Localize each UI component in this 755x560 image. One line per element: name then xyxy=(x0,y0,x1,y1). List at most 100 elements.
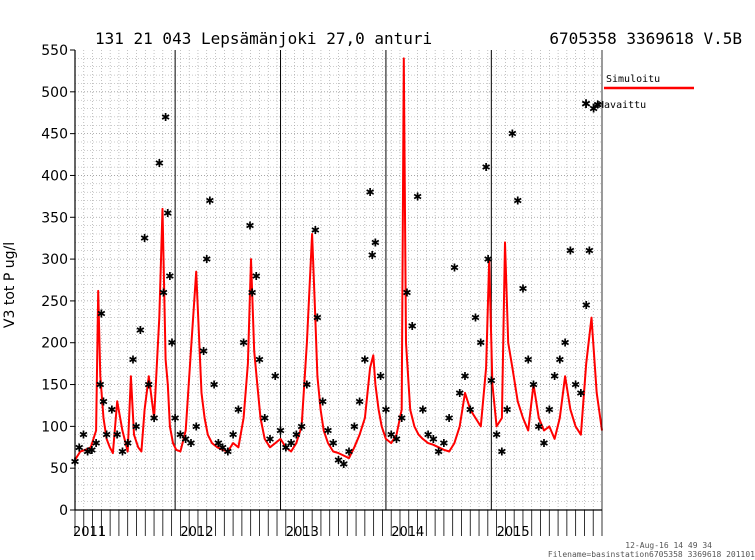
observed-point: ✱ xyxy=(161,111,170,124)
observed-point: ✱ xyxy=(260,412,269,425)
observed-point: ✱ xyxy=(97,307,106,320)
observed-point: ✱ xyxy=(484,253,493,266)
observed-point: ✱ xyxy=(434,445,443,458)
y-tick-label: 550 xyxy=(41,43,68,59)
observed-point: ✱ xyxy=(83,445,92,458)
axes xyxy=(70,49,603,536)
observed-point: ✱ xyxy=(292,429,301,442)
observed-point: ✱ xyxy=(165,270,174,283)
observed-point: ✱ xyxy=(576,387,585,400)
observed-point: ✱ xyxy=(334,454,343,467)
observed-point: ✱ xyxy=(524,353,533,366)
legend-label-simulated: Simuloitu xyxy=(606,74,660,85)
observed-point: ✱ xyxy=(439,437,448,450)
observed-point: ✱ xyxy=(265,433,274,446)
observed-point: ✱ xyxy=(311,224,320,237)
observed-point: ✱ xyxy=(255,353,264,366)
observed-point: ✱ xyxy=(281,441,290,454)
x-tick-label: 2012 xyxy=(180,525,213,540)
y-tick-label: 400 xyxy=(41,168,68,184)
observed-point: ✱ xyxy=(566,245,575,258)
observed-point: ✱ xyxy=(245,220,254,233)
observed-point: ✱ xyxy=(210,379,219,392)
observed-point: ✱ xyxy=(118,445,127,458)
series-simulated xyxy=(74,57,603,461)
observed-point: ✱ xyxy=(140,232,149,245)
observed-point: ✱ xyxy=(545,404,554,417)
observed-point: ✱ xyxy=(75,441,84,454)
observed-point: ✱ xyxy=(113,429,122,442)
observed-point: ✱ xyxy=(205,195,214,208)
y-tick-label: 350 xyxy=(41,210,68,226)
observed-point: ✱ xyxy=(503,404,512,417)
series-observed: ✱✱✱✱✱✱✱✱✱✱✱✱✱✱✱✱✱✱✱✱✱✱✱✱✱✱✱✱✱✱✱✱✱✱✱✱✱✱✱✱… xyxy=(70,98,602,471)
observed-point: ✱ xyxy=(163,207,172,220)
observed-point: ✱ xyxy=(128,353,137,366)
observed-point: ✱ xyxy=(539,437,548,450)
observed-point: ✱ xyxy=(481,161,490,174)
observed-point: ✱ xyxy=(149,412,158,425)
observed-point: ✱ xyxy=(413,190,422,203)
y-tick-label: 450 xyxy=(41,127,68,143)
observed-point: ✱ xyxy=(228,429,237,442)
observed-point: ✱ xyxy=(366,186,375,199)
observed-point: ✱ xyxy=(402,287,411,300)
observed-point: ✱ xyxy=(368,249,377,262)
observed-point: ✱ xyxy=(318,395,327,408)
x-tick-label: 2013 xyxy=(286,525,319,540)
observed-point: ✱ xyxy=(534,420,543,433)
observed-point: ✱ xyxy=(123,437,132,450)
legend: Simuloitu ✱ =Havaittu xyxy=(581,74,694,111)
observed-point: ✱ xyxy=(585,245,594,258)
observed-point: ✱ xyxy=(199,345,208,358)
y-tick-label: 150 xyxy=(41,378,68,394)
observed-point: ✱ xyxy=(214,437,223,450)
observed-point: ✱ xyxy=(223,445,232,458)
observed-point: ✱ xyxy=(276,425,285,438)
observed-point: ✱ xyxy=(159,287,168,300)
observed-point: ✱ xyxy=(397,412,406,425)
observed-point: ✱ xyxy=(136,324,145,337)
observed-point: ✱ xyxy=(508,128,517,141)
observed-point: ✱ xyxy=(91,437,100,450)
y-tick-label: 300 xyxy=(41,252,68,268)
observed-point: ✱ xyxy=(518,282,527,295)
observed-point: ✱ xyxy=(582,299,591,312)
observed-point: ✱ xyxy=(466,404,475,417)
observed-point: ✱ xyxy=(355,395,364,408)
observed-point: ✱ xyxy=(561,337,570,350)
observed-point: ✱ xyxy=(302,379,311,392)
observed-point: ✱ xyxy=(102,429,111,442)
observed-point: ✱ xyxy=(492,429,501,442)
observed-point: ✱ xyxy=(167,337,176,350)
chart-title: 131 21 043 Lepsämänjoki 27,0 anturi xyxy=(95,29,432,48)
observed-point: ✱ xyxy=(79,429,88,442)
observed-point: ✱ xyxy=(487,374,496,387)
observed-point: ✱ xyxy=(218,441,227,454)
observed-point: ✱ xyxy=(455,387,464,400)
observed-point: ✱ xyxy=(513,195,522,208)
observed-point: ✱ xyxy=(408,320,417,333)
footer-date: 12-Aug-16 14 49 34 xyxy=(625,541,712,550)
year-divider-lines xyxy=(174,50,492,510)
observed-point: ✱ xyxy=(313,312,322,325)
observed-point: ✱ xyxy=(497,445,506,458)
observed-point: ✱ xyxy=(460,370,469,383)
x-tick-label: 2011 xyxy=(73,525,106,540)
observed-point: ✱ xyxy=(329,437,338,450)
observed-point: ✱ xyxy=(589,103,598,116)
observed-point: ✱ xyxy=(239,337,248,350)
observed-point: ✱ xyxy=(271,370,280,383)
y-grid-lines xyxy=(75,58,602,502)
x-tick-label: 2014 xyxy=(391,525,424,540)
y-tick-label: 250 xyxy=(41,294,68,310)
observed-point: ✱ xyxy=(155,157,164,170)
observed-point: ✱ xyxy=(381,404,390,417)
observed-point: ✱ xyxy=(429,433,438,446)
observed-point: ✱ xyxy=(550,370,559,383)
observed-point: ✱ xyxy=(171,412,180,425)
observed-point: ✱ xyxy=(186,437,195,450)
observed-point: ✱ xyxy=(423,429,432,442)
legend-label-observed: =Havaittu xyxy=(592,100,646,111)
observed-point: ✱ xyxy=(555,353,564,366)
